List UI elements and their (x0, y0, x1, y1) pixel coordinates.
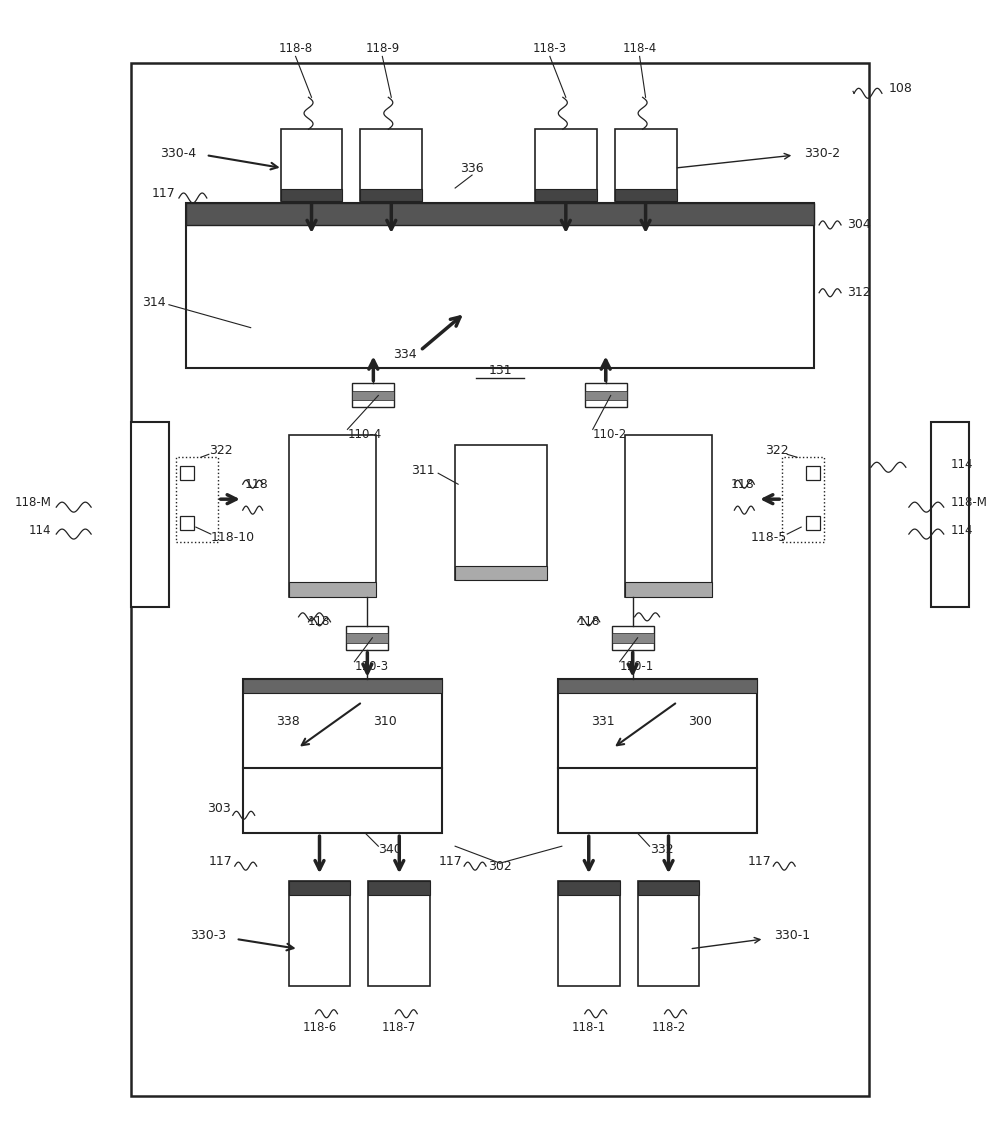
Text: 131: 131 (488, 364, 512, 377)
Text: 114: 114 (951, 524, 973, 536)
Text: 312: 312 (847, 286, 871, 300)
Bar (625, 582, 712, 597)
Bar (243, 679, 442, 834)
Bar (931, 422, 969, 607)
Text: 118: 118 (577, 615, 600, 628)
Bar (638, 881, 699, 895)
Text: 110-3: 110-3 (354, 660, 389, 673)
Text: 118-M: 118-M (951, 496, 988, 508)
Text: 118-7: 118-7 (382, 1021, 416, 1034)
Text: 118-3: 118-3 (533, 42, 567, 55)
Bar (806, 516, 820, 530)
Text: 117: 117 (209, 855, 233, 867)
Text: 330-3: 330-3 (190, 929, 226, 942)
Bar (615, 129, 677, 201)
Bar (289, 881, 350, 986)
Text: 338: 338 (276, 716, 299, 728)
Bar (281, 129, 342, 201)
Bar (585, 384, 627, 407)
Text: 304: 304 (847, 219, 871, 231)
Text: 110-2: 110-2 (593, 427, 627, 441)
Text: 110-1: 110-1 (620, 660, 654, 673)
Text: 311: 311 (412, 463, 435, 477)
Bar (455, 565, 547, 580)
Text: 118: 118 (245, 478, 268, 490)
Bar (352, 392, 394, 401)
Bar (638, 881, 699, 986)
Bar (180, 516, 194, 530)
Text: 118-2: 118-2 (651, 1021, 686, 1034)
Text: 330-1: 330-1 (774, 929, 810, 942)
Bar (176, 458, 218, 542)
Bar (612, 626, 654, 650)
Text: 322: 322 (766, 444, 789, 457)
Text: 330-2: 330-2 (804, 147, 840, 159)
Text: 334: 334 (393, 348, 417, 361)
Bar (368, 881, 430, 986)
Text: 118-10: 118-10 (211, 531, 255, 543)
Bar (289, 582, 376, 597)
Text: 118-5: 118-5 (751, 531, 787, 543)
Text: 110-4: 110-4 (347, 427, 382, 441)
Bar (625, 435, 712, 597)
Bar (535, 188, 597, 201)
Bar (806, 467, 820, 480)
Bar (131, 63, 869, 1095)
Text: 330-4: 330-4 (160, 147, 196, 159)
Text: 118: 118 (731, 478, 754, 490)
Text: 118-4: 118-4 (622, 42, 657, 55)
Bar (186, 203, 814, 368)
Bar (612, 634, 654, 643)
Bar (360, 129, 422, 201)
Bar (455, 445, 547, 580)
Bar (243, 679, 442, 692)
Bar (558, 679, 757, 834)
Text: 118-9: 118-9 (365, 42, 399, 55)
Text: 114: 114 (29, 524, 51, 536)
Text: 340: 340 (378, 843, 402, 856)
Text: 310: 310 (374, 716, 397, 728)
Text: 331: 331 (591, 716, 615, 728)
Bar (131, 422, 169, 607)
Text: 108: 108 (889, 82, 913, 95)
Bar (186, 203, 814, 224)
Bar (558, 679, 757, 692)
Bar (352, 384, 394, 407)
Text: 117: 117 (438, 855, 462, 867)
Text: 118: 118 (308, 615, 330, 628)
Bar (782, 458, 824, 542)
Bar (180, 467, 194, 480)
Text: 117: 117 (152, 186, 176, 200)
Bar (615, 188, 677, 201)
Text: 118-M: 118-M (14, 496, 51, 508)
Bar (289, 881, 350, 895)
Text: 303: 303 (207, 802, 231, 815)
Bar (585, 392, 627, 401)
Text: 300: 300 (689, 716, 712, 728)
Text: 336: 336 (460, 162, 484, 175)
Bar (346, 626, 388, 650)
Text: 114: 114 (951, 458, 973, 471)
Text: 118-1: 118-1 (572, 1021, 606, 1034)
Text: 302: 302 (488, 859, 512, 873)
Text: 332: 332 (650, 843, 673, 856)
Bar (281, 188, 342, 201)
Text: 117: 117 (747, 855, 771, 867)
Text: 118-8: 118-8 (279, 42, 313, 55)
Bar (558, 881, 620, 986)
Bar (346, 634, 388, 643)
Text: 314: 314 (142, 296, 166, 310)
Text: 322: 322 (209, 444, 232, 457)
Bar (289, 435, 376, 597)
Text: 118-6: 118-6 (302, 1021, 337, 1034)
Bar (558, 881, 620, 895)
Bar (360, 188, 422, 201)
Bar (368, 881, 430, 895)
Bar (535, 129, 597, 201)
